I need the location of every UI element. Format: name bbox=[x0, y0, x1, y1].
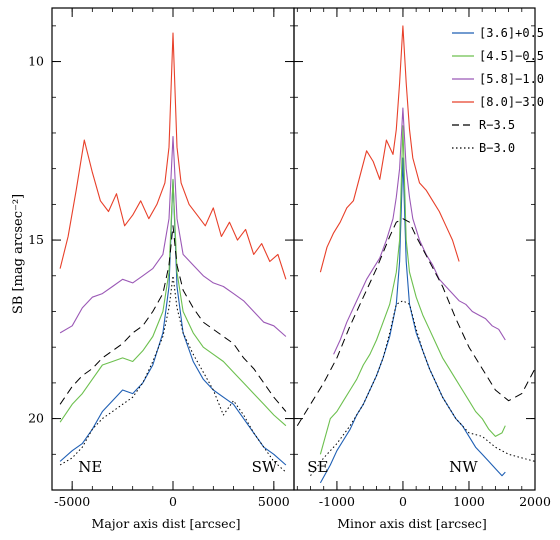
direction-label-sw: SW bbox=[252, 458, 278, 476]
series-line-major-2 bbox=[59, 135, 287, 337]
series-line-major-1 bbox=[59, 178, 287, 427]
x-tick-label-minor-0: -1000 bbox=[319, 494, 355, 509]
legend-label-3: [8.0]−3.0 bbox=[479, 95, 544, 109]
x-tick-label-major-0: -5000 bbox=[54, 494, 90, 509]
series-line-minor-1 bbox=[319, 125, 506, 455]
legend-label-1: [4.5]−0.5 bbox=[479, 49, 544, 63]
series-line-major-0 bbox=[59, 178, 287, 466]
series-line-minor-4 bbox=[296, 218, 535, 426]
x-tick-label-major-1: 0 bbox=[169, 494, 177, 509]
x-tick-label-minor-1: 0 bbox=[399, 494, 407, 509]
major-axis-panel: -5000 0 5000 10 15 20 NE SW bbox=[28, 7, 295, 509]
series-line-major-5 bbox=[59, 275, 287, 473]
legend-label-0: [3.6]+0.5 bbox=[479, 26, 544, 40]
legend-label-5: B−3.0 bbox=[479, 141, 515, 155]
x-tick-label-minor-3: 2000 bbox=[519, 494, 551, 509]
y-tick-label-2: 20 bbox=[28, 411, 44, 426]
direction-label-ne: NE bbox=[78, 458, 102, 476]
y-axis-label: SB [mag arcsec⁻²] bbox=[11, 194, 26, 314]
series-line-minor-5 bbox=[310, 300, 535, 476]
x-axis-label-minor: Minor axis dist [arcsec] bbox=[337, 516, 487, 531]
series-line-minor-3 bbox=[319, 25, 460, 273]
x-tick-label-major-2: 5000 bbox=[258, 494, 290, 509]
y-tick-label-0: 10 bbox=[28, 54, 44, 69]
direction-label-se: SE bbox=[307, 458, 328, 476]
series-line-major-4 bbox=[59, 225, 287, 412]
y-tick-label-1: 15 bbox=[28, 232, 44, 247]
x-tick-label-minor-2: 1000 bbox=[453, 494, 485, 509]
legend: [3.6]+0.5 [4.5]−0.5 [5.8]−1.0 [8.0]−3.0 R−3.… bbox=[452, 26, 544, 155]
legend-label-2: [5.8]−1.0 bbox=[479, 72, 544, 86]
x-axis-label-major: Major axis dist [arcsec] bbox=[92, 516, 241, 531]
minor-axis-panel: -1000 0 1000 2000 SE NW bbox=[293, 7, 551, 509]
series-line-minor-2 bbox=[333, 107, 506, 355]
plot-frame-minor bbox=[293, 7, 536, 491]
legend-label-4: R−3.5 bbox=[479, 118, 515, 132]
direction-label-nw: NW bbox=[449, 458, 478, 476]
series-line-major-3 bbox=[59, 32, 287, 280]
